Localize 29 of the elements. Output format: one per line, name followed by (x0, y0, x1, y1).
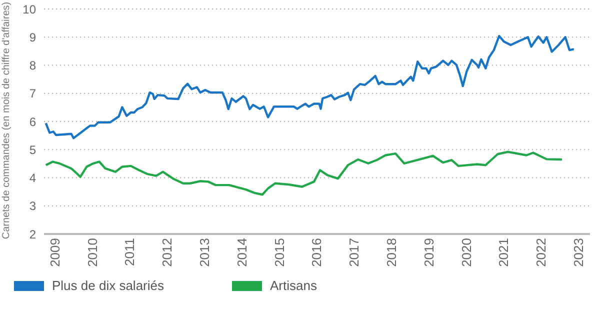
x-tick-label: 2021 (496, 238, 512, 267)
x-tick-label: 2019 (421, 238, 436, 267)
x-tick-label: 2014 (234, 238, 250, 267)
x-tick-label: 2011 (122, 238, 138, 266)
y-tick-label: 10 (22, 2, 36, 16)
y-tick-label: 6 (29, 114, 36, 129)
y-tick-label: 5 (29, 142, 36, 157)
line-series (44, 150, 564, 196)
legend-label: Artisans (270, 278, 317, 293)
x-tick-label: 2012 (160, 238, 175, 267)
y-tick-label: 8 (29, 58, 36, 73)
y-tick-label: 3 (29, 199, 36, 214)
x-tick-label: 2010 (84, 238, 100, 267)
y-tick-label: 4 (29, 171, 36, 186)
y-tick-label: 2 (29, 227, 36, 242)
x-tick-label: 2022 (534, 238, 549, 267)
y-tick-label: 9 (29, 30, 36, 44)
line-series (44, 34, 576, 140)
legend-label: Plus de dix salariés (52, 278, 164, 293)
x-tick-label: 2013 (197, 238, 212, 267)
x-tick-label: 2018 (384, 238, 400, 267)
x-tick-label: 2016 (309, 238, 324, 267)
y-tick-label: 7 (29, 86, 36, 101)
x-tick-label: 2023 (571, 238, 586, 267)
x-tick-label: 2009 (47, 238, 62, 267)
x-tick-label: 2020 (458, 238, 474, 267)
x-tick-label: 2015 (272, 238, 287, 267)
y-axis-title: Carnets de commandes (en mois de chiffre d'affaires) (2, 1, 12, 239)
x-tick-label: 2017 (346, 238, 362, 267)
